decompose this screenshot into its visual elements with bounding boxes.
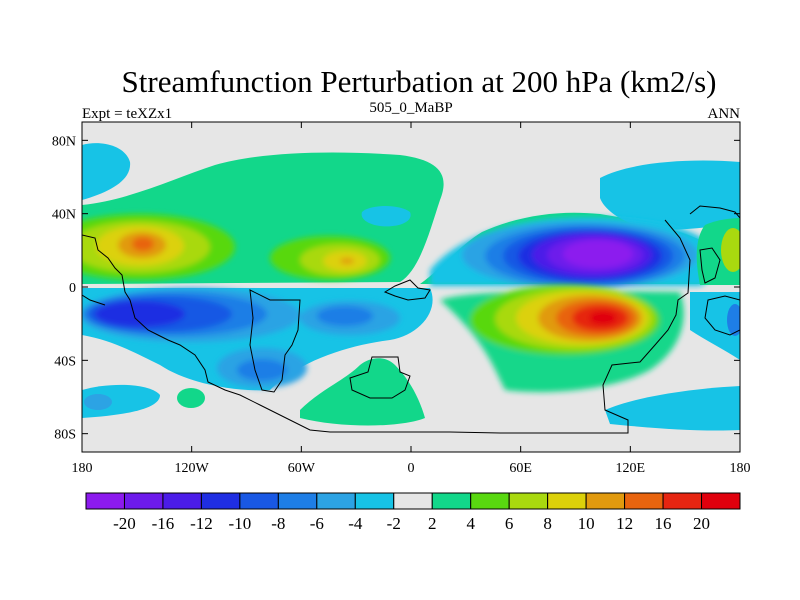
indian-high-core <box>589 311 617 325</box>
colorbar-swatch <box>123 492 164 510</box>
x-tick-label: 60E <box>509 461 532 476</box>
x-tick-label: 180 <box>72 461 93 476</box>
ne-pacific-blue <box>600 160 740 230</box>
season-label: ANN <box>708 106 741 122</box>
coastlines <box>82 205 740 434</box>
colorbar-label: 8 <box>543 514 552 533</box>
x-axis: 180 120W 60W 0 60E 120E 180 <box>72 122 751 476</box>
x-tick-label: 180 <box>730 461 751 476</box>
contour-field <box>82 143 740 434</box>
colorbar-swatch <box>162 492 202 510</box>
colorbar-label: 10 <box>578 514 595 533</box>
y-tick-label: 40N <box>52 208 76 223</box>
y-axis: 80N 40N 0 40S 80S <box>52 134 740 443</box>
colorbar-swatch <box>277 492 318 510</box>
colorbar-label: 6 <box>505 514 514 533</box>
colorbar-label: -12 <box>190 514 213 533</box>
x-tick-label: 0 <box>408 461 415 476</box>
colorbar-swatch <box>547 492 587 510</box>
asian-low-core <box>563 240 633 268</box>
colorbar-label: -20 <box>113 514 136 533</box>
colorbar-swatch <box>470 492 510 510</box>
east-edge-yellow <box>721 228 740 272</box>
colorbar-swatch <box>624 492 664 510</box>
colorbar-label: -4 <box>348 514 363 533</box>
colorbar-label: 2 <box>428 514 437 533</box>
pacific-high-core <box>132 237 154 251</box>
y-tick-label: 0 <box>69 281 76 296</box>
y-tick-label: 80N <box>52 134 76 149</box>
patagonia-low-core <box>237 359 287 381</box>
atlantic-low-core <box>317 306 373 326</box>
pacific-low-core <box>95 301 185 327</box>
colorbar: -20 -16 -12 -10 -8 -6 -4 -2 2 4 6 8 10 12 16 20 <box>85 492 741 533</box>
y-tick-label: 80S <box>54 428 76 443</box>
colorbar-swatch <box>354 492 395 510</box>
colorbar-swatch <box>393 492 433 510</box>
nw-pacific-blue <box>82 143 131 200</box>
colorbar-label: -2 <box>387 514 401 533</box>
colorbar-swatch <box>85 492 125 510</box>
colorbar-label: 20 <box>693 514 710 533</box>
x-tick-label: 120E <box>616 461 646 476</box>
colorbar-swatch <box>239 492 279 510</box>
colorbar-label: -16 <box>152 514 175 533</box>
colorbar-swatch <box>585 492 626 510</box>
colorbar-label: 16 <box>655 514 672 533</box>
colorbar-label: -10 <box>229 514 252 533</box>
colorbar-label: 12 <box>616 514 633 533</box>
x-tick-label: 60W <box>288 461 316 476</box>
colorbar-swatch <box>200 492 241 510</box>
chart-title: Streamfunction Perturbation at 200 hPa (… <box>122 64 717 99</box>
colorbar-swatch <box>431 492 472 510</box>
south-pacific-green-blob <box>177 388 205 408</box>
colorbar-swatch <box>508 492 549 510</box>
colorbar-swatch <box>662 492 703 510</box>
atlantic-high-core <box>340 258 354 264</box>
experiment-label: Expt = teXZx1 <box>82 106 172 122</box>
y-tick-label: 40S <box>54 354 76 369</box>
x-tick-label: 120W <box>175 461 210 476</box>
colorbar-swatch <box>701 492 741 510</box>
south-atlantic-green <box>300 358 425 426</box>
colorbar-label: -8 <box>271 514 285 533</box>
se-edge-blue <box>727 304 740 336</box>
colorbar-swatch <box>316 492 356 510</box>
colorbar-label: 4 <box>466 514 475 533</box>
se-edge-cyan <box>690 292 740 360</box>
south-indian-cyan <box>605 386 740 431</box>
small-atlantic-blue <box>361 206 411 227</box>
sw-pacific-blue <box>84 394 112 410</box>
time-label: 505_0_MaBP <box>369 100 452 116</box>
colorbar-label: -6 <box>310 514 324 533</box>
